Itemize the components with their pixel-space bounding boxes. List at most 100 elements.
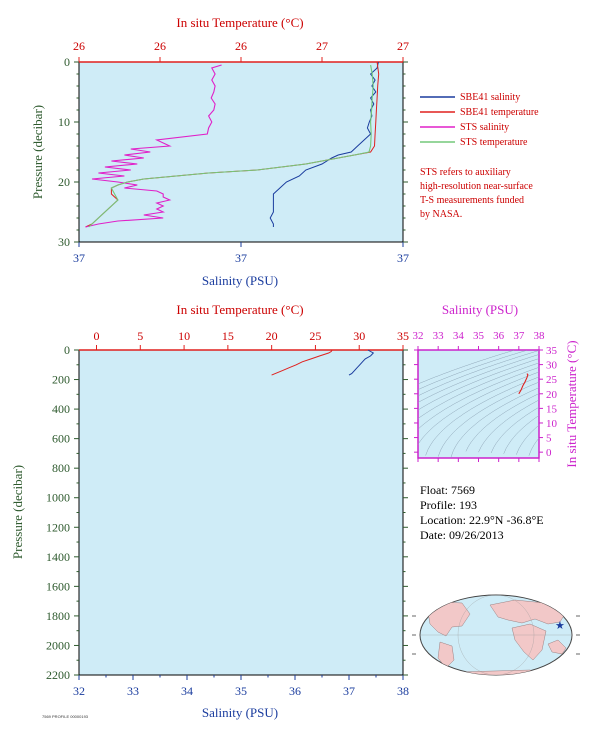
top-plot-area — [78, 61, 404, 243]
map-graticule — [420, 595, 572, 675]
world-map: ★ — [412, 594, 580, 676]
density-contour — [490, 406, 540, 454]
sal-tick-label: 37 — [397, 251, 409, 265]
inset-series — [518, 373, 529, 395]
temp-tick-label: 27 — [316, 39, 328, 53]
density-contour — [417, 354, 540, 403]
bottom-series — [271, 349, 375, 376]
inset-temp-tick-label: 30 — [546, 360, 558, 372]
temp-tick-label: 26 — [154, 39, 166, 53]
legend-label: SBE41 salinity — [460, 92, 520, 103]
legend-item-sbe41-salinity: SBE41 salinity — [420, 92, 520, 103]
top-sal-ticks: 37 37 37 — [73, 242, 409, 265]
sal-tick-label: 32 — [73, 684, 85, 698]
legend-item-sts-salinity: STS salinity — [420, 122, 509, 133]
density-contour — [478, 399, 540, 453]
inset-sal-tick-label: 38 — [534, 330, 546, 342]
pressure-tick-label: 800 — [52, 461, 70, 475]
legend-item-sts-temperature: STS temperature — [420, 137, 528, 148]
bottom-panel: In situ Temperature (°C) 0 5 10 15 20 25 30 35 … — [10, 302, 409, 720]
pressure-tick-label: 2200 — [46, 668, 70, 682]
inset-salinity-axis-title: Salinity (PSU) — [442, 302, 518, 317]
pressure-tick-label: 2000 — [46, 638, 70, 652]
legend-label: STS temperature — [460, 137, 528, 148]
inset-sal-tick-label: 32 — [413, 330, 424, 342]
inset-plot-area — [417, 349, 540, 459]
density-contour — [425, 376, 540, 456]
density-contours — [417, 350, 540, 458]
inset-sal-tick-label: 33 — [433, 330, 445, 342]
pressure-tick-label: 600 — [52, 432, 70, 446]
bottom-pressure-ticks: 0 200 400 600 800 1000 1200 1400 1600 1800 2000 220… — [46, 343, 408, 682]
density-contour — [417, 350, 540, 397]
pressure-tick-label: 1200 — [46, 520, 70, 534]
legend-item-sbe41-temperature: SBE41 temperature — [420, 107, 539, 118]
pressure-tick-label: 0 — [64, 343, 70, 357]
top-pressure-axis-title: Pressure (decibar) — [30, 105, 45, 199]
series-sbe41-salinity — [269, 61, 379, 227]
series-sts-temperature — [88, 64, 374, 228]
top-temp-axis-title: In situ Temperature (°C) — [176, 15, 303, 30]
legend-label: SBE41 temperature — [460, 107, 539, 118]
temp-tick-label: 26 — [73, 39, 85, 53]
inset-temp-ticks: 0 5 10 15 20 25 30 35 — [414, 345, 558, 459]
inset-sal-tick-label: 34 — [453, 330, 465, 342]
inset-temp-tick-label: 5 — [546, 433, 552, 445]
sal-tick-label: 37 — [73, 251, 85, 265]
bottom-temp-ticks: 0 5 10 15 20 25 30 35 — [94, 329, 409, 350]
legend-label: STS salinity — [460, 122, 509, 133]
sts-note-line: by NASA. — [420, 209, 462, 220]
sal-tick-label: 34 — [181, 684, 193, 698]
series-sts-salinity — [85, 64, 222, 228]
top-salinity-axis-title: Salinity (PSU) — [202, 273, 278, 288]
density-contour — [417, 358, 540, 411]
density-contour — [528, 437, 540, 456]
top-panel: In situ Temperature (°C) 26 26 26 27 27 37 37… — [30, 15, 409, 288]
series-temperature — [271, 349, 333, 376]
float-info: Float: 7569 Profile: 193 Location: 22.9°… — [420, 483, 544, 542]
top-temp-ticks: 26 26 26 27 27 — [73, 39, 409, 62]
sal-tick-label: 38 — [397, 684, 409, 698]
pressure-tick-label: 1600 — [46, 579, 70, 593]
ts-curve — [518, 373, 529, 395]
inset-sal-tick-label: 35 — [473, 330, 485, 342]
bottom-sal-ticks: 32 33 34 35 36 37 38 — [73, 675, 409, 698]
pressure-tick-label: 1800 — [46, 609, 70, 623]
sal-tick-label: 37 — [343, 684, 355, 698]
temp-tick-label: 5 — [137, 329, 143, 343]
inset-temp-tick-label: 10 — [546, 418, 558, 430]
density-contour — [417, 371, 540, 445]
bottom-temp-axis-title: In situ Temperature (°C) — [176, 302, 303, 317]
pressure-tick-label: 400 — [52, 402, 70, 416]
profile-number: Profile: 193 — [420, 498, 477, 512]
bottom-pressure-axis-title: Pressure (decibar) — [10, 465, 25, 559]
inset-temp-tick-label: 35 — [546, 345, 558, 357]
pressure-tick-label: 20 — [58, 175, 70, 189]
inset-sal-tick-label: 36 — [493, 330, 505, 342]
temp-tick-label: 25 — [309, 329, 321, 343]
sal-tick-label: 33 — [127, 684, 139, 698]
inset-temp-tick-label: 0 — [546, 447, 552, 459]
temp-tick-label: 15 — [222, 329, 234, 343]
temp-tick-label: 26 — [235, 39, 247, 53]
pressure-tick-label: 200 — [52, 373, 70, 387]
inset-sal-tick-label: 37 — [513, 330, 525, 342]
float-id: Float: 7569 — [420, 483, 475, 497]
inset-temp-axis-title: In situ Temperature (°C) — [564, 340, 579, 467]
sts-note-line: STS refers to auxiliary — [420, 167, 511, 178]
sal-tick-label: 35 — [235, 684, 247, 698]
series-salinity — [348, 349, 375, 376]
date: Date: 09/26/2013 — [420, 528, 504, 542]
temp-tick-label: 10 — [178, 329, 190, 343]
sts-note-line: high-resolution near-surface — [420, 181, 533, 192]
sal-tick-label: 36 — [289, 684, 301, 698]
temp-tick-label: 0 — [94, 329, 100, 343]
bottom-plot-area — [78, 349, 404, 676]
density-contour — [503, 415, 540, 454]
footer-code: 7569 PROFILE 00000193 — [42, 714, 89, 719]
density-contour — [417, 350, 527, 390]
float-location-marker: ★ — [555, 619, 565, 632]
temp-tick-label: 30 — [353, 329, 365, 343]
top-series — [85, 61, 380, 228]
